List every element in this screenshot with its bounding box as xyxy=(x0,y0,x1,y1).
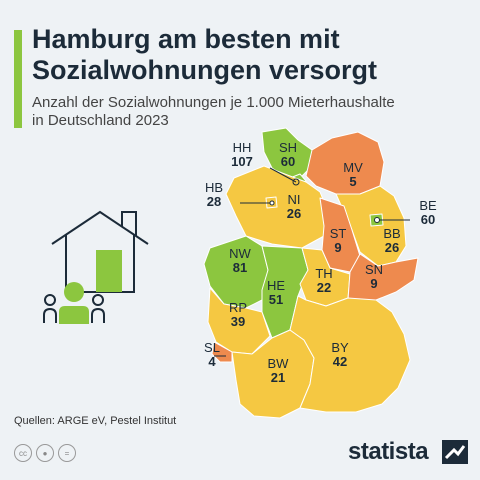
label-code-NW: NW xyxy=(229,246,251,261)
label-code-BW: BW xyxy=(268,356,290,371)
label-value-NI: 26 xyxy=(287,206,301,221)
marker-BE xyxy=(374,217,380,223)
house-roof-icon xyxy=(51,210,149,245)
state-region-RP xyxy=(207,287,271,355)
leader-line-HH xyxy=(269,167,297,183)
label-value-BB: 26 xyxy=(385,240,399,255)
label-value-RP: 39 xyxy=(231,314,245,329)
person-right-body-icon xyxy=(91,307,105,323)
label-value-SN: 9 xyxy=(370,276,377,291)
label-code-BY: BY xyxy=(331,340,349,355)
state-region-NW xyxy=(203,235,269,309)
person-right-head-icon xyxy=(92,294,104,306)
label-code-BB: BB xyxy=(383,226,400,241)
label-code-HH: HH xyxy=(233,140,252,155)
label-value-BY: 42 xyxy=(333,354,347,369)
state-region-BY xyxy=(289,295,411,413)
license-icons: cc ● = xyxy=(14,444,76,462)
label-value-HH: 107 xyxy=(231,154,253,169)
person-center-body-icon xyxy=(59,306,89,324)
person-icon[interactable]: ● xyxy=(36,444,54,462)
label-value-HE: 51 xyxy=(269,292,283,307)
family-icon xyxy=(43,282,105,324)
state-region-SH xyxy=(261,127,313,179)
house-chimney-icon xyxy=(121,211,137,236)
label-code-MV: MV xyxy=(343,160,363,175)
house-door-icon xyxy=(96,250,122,292)
label-code-NI: NI xyxy=(288,192,301,207)
label-value-MV: 5 xyxy=(349,174,356,189)
subtitle-line-2: in Deutschland 2023 xyxy=(32,112,169,129)
label-value-SH: 60 xyxy=(281,154,295,169)
label-code-SH: SH xyxy=(279,140,297,155)
cc-icon[interactable]: cc xyxy=(14,444,32,462)
label-value-NW: 81 xyxy=(233,260,247,275)
label-code-BE: BE xyxy=(419,198,437,213)
label-value-ST: 9 xyxy=(334,240,341,255)
label-value-HB: 28 xyxy=(207,194,221,209)
source-note: Quellen: ARGE eV, Pestel Institut xyxy=(14,415,177,427)
label-value-BW: 21 xyxy=(271,370,285,385)
label-code-HE: HE xyxy=(267,278,285,293)
label-code-ST: ST xyxy=(330,226,347,241)
label-code-RP: RP xyxy=(229,300,247,315)
marker-HB xyxy=(269,200,275,206)
person-left-head-icon xyxy=(44,294,56,306)
equals-icon[interactable]: = xyxy=(58,444,76,462)
label-code-SL: SL xyxy=(204,340,220,355)
label-value-BE: 60 xyxy=(421,212,435,227)
label-code-TH: TH xyxy=(315,266,332,281)
state-region-SL xyxy=(211,341,233,363)
label-value-SL: 4 xyxy=(208,354,216,369)
page-subtitle: Anzahl der Sozialwohnungen je 1.000 Miet… xyxy=(32,94,472,130)
person-center-head-icon xyxy=(64,282,84,302)
page-title: Hamburg am besten mit Sozialwohnungen ve… xyxy=(32,24,472,86)
title-accent-bar xyxy=(14,30,22,128)
statista-mark-icon xyxy=(442,440,468,464)
title-line-1: Hamburg am besten mit xyxy=(32,24,340,54)
label-code-SN: SN xyxy=(365,262,383,277)
statista-logo[interactable]: statista xyxy=(348,438,429,465)
label-code-HB: HB xyxy=(205,180,223,195)
title-line-2: Sozialwohnungen versorgt xyxy=(32,55,378,85)
subtitle-line-1: Anzahl der Sozialwohnungen je 1.000 Miet… xyxy=(32,94,395,111)
person-left-body-icon xyxy=(43,307,57,323)
marker-HH xyxy=(292,178,300,186)
label-value-TH: 22 xyxy=(317,280,331,295)
